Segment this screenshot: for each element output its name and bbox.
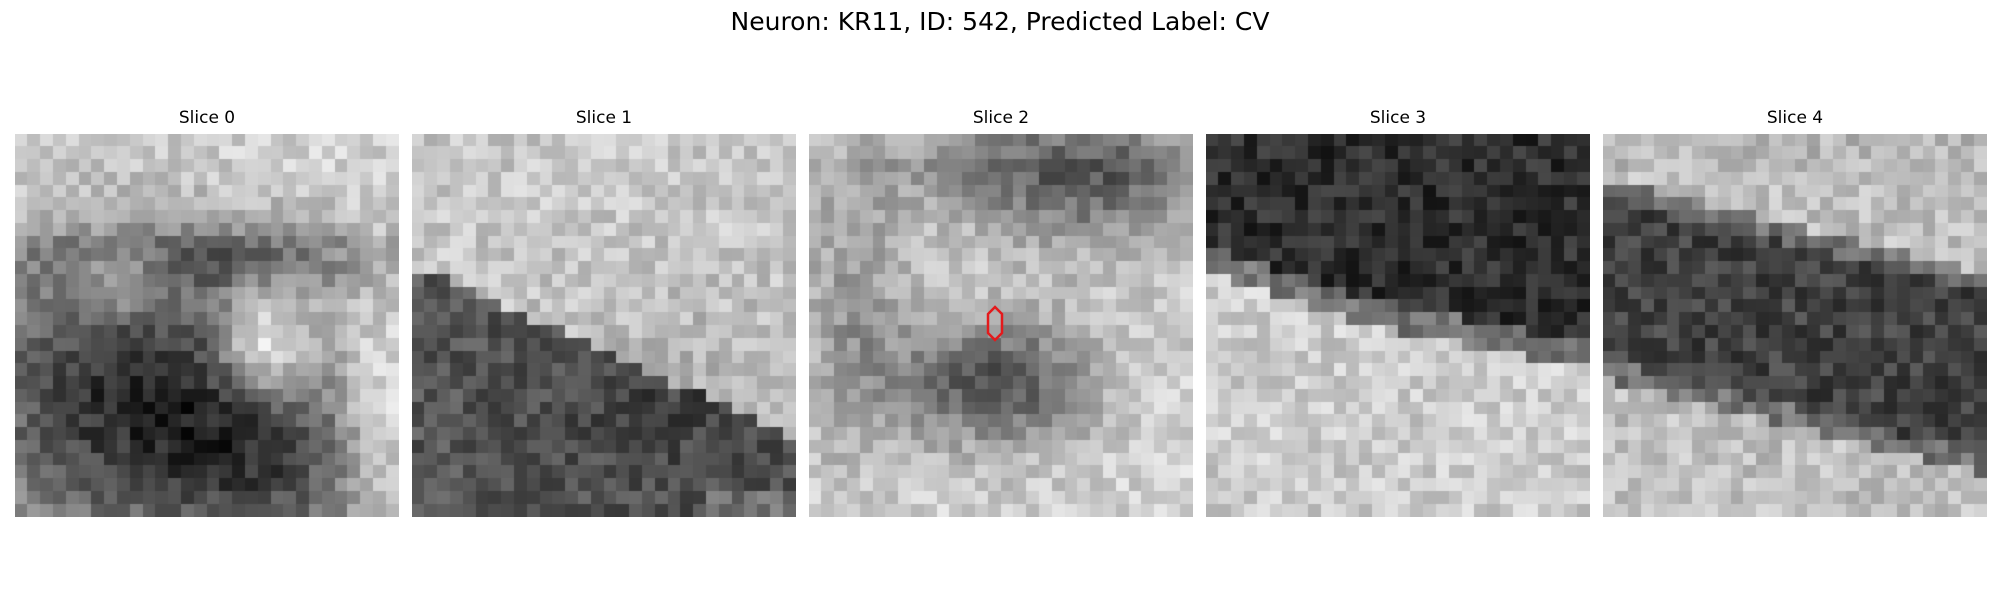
- slice-image: [412, 134, 796, 517]
- slice-image: [1206, 134, 1590, 517]
- slice-panel-0: Slice 0: [15, 107, 399, 517]
- slice-panel-1: Slice 1: [412, 107, 796, 517]
- slice-image: [15, 134, 399, 517]
- slice-title: Slice 4: [1766, 108, 1824, 128]
- figure-title: Neuron: KR11, ID: 542, Predicted Label: …: [730, 7, 1270, 36]
- slice-panel-4: Slice 4: [1603, 107, 1987, 517]
- slice-panel-3: Slice 3: [1206, 107, 1590, 517]
- slice-title: Slice 1: [575, 108, 633, 128]
- slice-panel-2: Slice 2: [809, 107, 1193, 517]
- location-marker-icon: [986, 305, 1004, 342]
- slice-title: Slice 0: [178, 108, 236, 128]
- slice-title: Slice 2: [972, 108, 1030, 128]
- slice-image: [1603, 134, 1987, 517]
- slice-title: Slice 3: [1369, 108, 1427, 128]
